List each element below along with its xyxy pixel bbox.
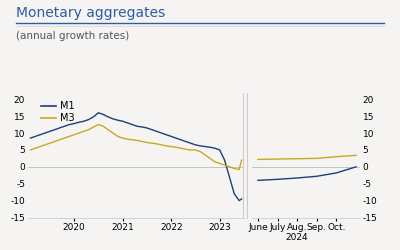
Text: (annual growth rates): (annual growth rates) [16,31,129,41]
Legend: M1, M3: M1, M3 [37,97,78,127]
Text: Monetary aggregates: Monetary aggregates [16,6,165,20]
